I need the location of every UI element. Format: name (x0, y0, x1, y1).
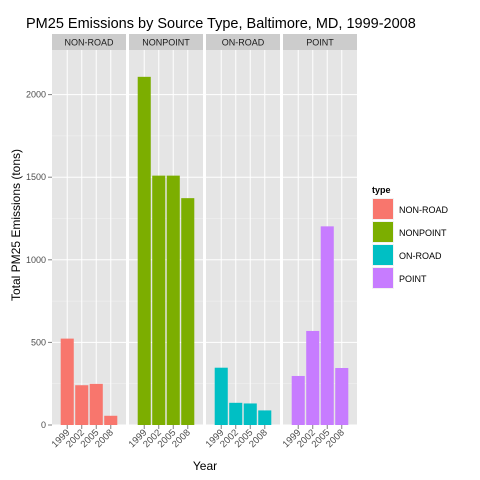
legend-title: type (372, 185, 391, 195)
y-tick-label: 0 (41, 420, 46, 430)
bar-point-1999 (291, 375, 305, 425)
bar-nonpoint-2002 (152, 175, 166, 425)
legend-label-non-road: NON-ROAD (399, 205, 448, 215)
legend-swatch-point (373, 268, 393, 288)
y-tick-label: 1500 (26, 172, 46, 182)
legend-label-on-road: ON-ROAD (399, 251, 442, 261)
bar-non-road-2008 (104, 415, 118, 425)
bar-on-road-2008 (258, 410, 272, 425)
bar-on-road-1999 (214, 367, 228, 425)
legend-label-nonpoint: NONPOINT (399, 228, 447, 238)
panel-background (283, 50, 357, 425)
bar-non-road-2002 (75, 385, 89, 425)
y-axis-title: Total PM25 Emissions (tons) (9, 149, 23, 301)
bar-nonpoint-2005 (166, 175, 180, 425)
chart-title: PM25 Emissions by Source Type, Baltimore… (26, 16, 416, 32)
bar-on-road-2005 (243, 403, 257, 425)
y-tick-label: 2000 (26, 90, 46, 100)
strip-point (283, 34, 357, 50)
bar-point-2002 (306, 330, 320, 425)
x-axis-title: Year (193, 459, 217, 473)
strip-label-point: POINT (306, 38, 334, 48)
y-axis: 0 500 1000 1500 2000 (26, 90, 52, 430)
y-tick-label: 1000 (26, 255, 46, 265)
y-tick-label: 500 (31, 337, 46, 347)
strip-nonpoint (129, 34, 203, 50)
bar-nonpoint-2008 (181, 198, 195, 425)
legend-swatch-on-road (373, 245, 393, 265)
legend-swatch-nonpoint (373, 222, 393, 242)
strip-label-nonpoint: NONPOINT (142, 38, 190, 48)
bar-nonpoint-1999 (137, 76, 151, 426)
bar-non-road-2005 (89, 383, 103, 425)
strip-on-road (206, 34, 280, 50)
bar-point-2005 (320, 226, 334, 425)
panel-background (206, 50, 280, 425)
strip-non-road (52, 34, 126, 50)
facet-panels: NON-ROAD1999200220052008NONPOINT19992002… (50, 34, 357, 450)
legend: type NON-ROAD NONPOINT ON-ROAD POINT (372, 185, 448, 289)
bar-point-2008 (335, 368, 349, 425)
strip-label-on-road: ON-ROAD (222, 38, 265, 48)
bar-on-road-2002 (229, 402, 243, 425)
strip-label-non-road: NON-ROAD (65, 38, 114, 48)
legend-swatch-non-road (373, 199, 393, 219)
legend-label-point: POINT (399, 274, 427, 284)
bar-non-road-1999 (60, 338, 74, 425)
